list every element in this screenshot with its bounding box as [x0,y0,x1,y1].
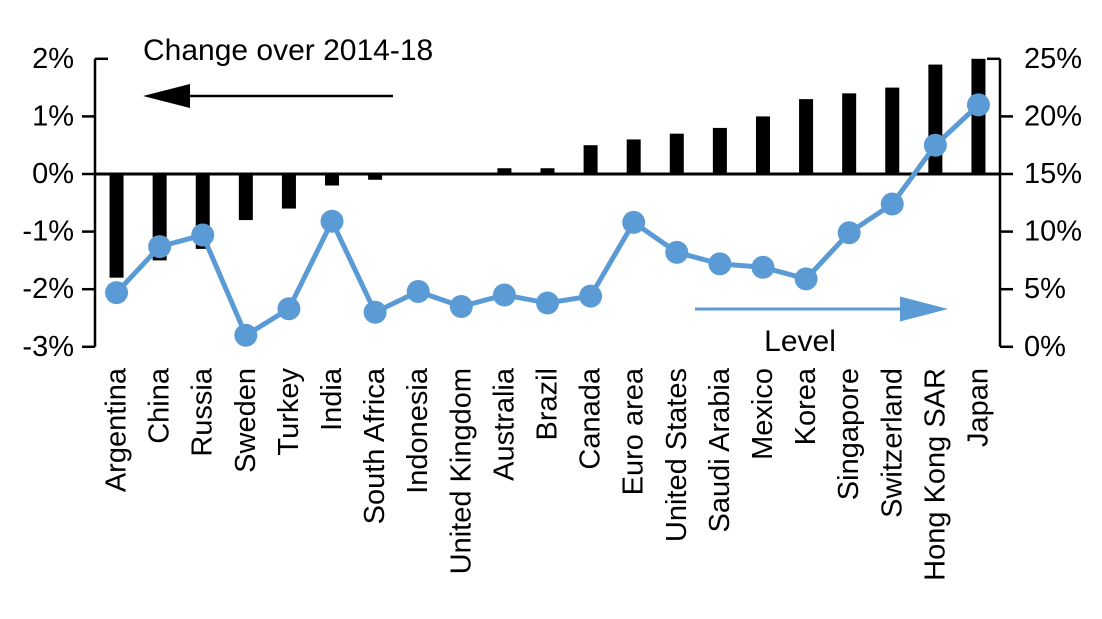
data-point [536,291,559,315]
category-label: Korea [790,367,822,445]
data-point [579,284,603,308]
category-label: Switzerland [876,368,908,518]
category-label: Australia [488,367,520,481]
bar [109,174,124,278]
category-label: Argentina [101,367,133,492]
category-label: Japan [962,368,994,447]
left-axis-tick-label: 0% [32,158,74,190]
category-label: Brazil [532,368,564,441]
category-label: United Kingdom [445,368,477,574]
bar-series-annotation: Change over 2014-18 [143,34,434,67]
category-label: Hong Kong SAR [919,368,951,581]
data-point [794,267,818,291]
bar [885,87,900,174]
bar [497,168,512,174]
data-point [665,240,689,264]
data-point [449,294,473,318]
bar [669,133,684,174]
right-axis-tick-label: 5% [1024,273,1066,305]
category-label: Turkey [273,368,305,456]
bar [755,116,770,174]
category-label: Saudi Arabia [704,367,736,532]
left-axis-tick-label: -2% [22,273,74,305]
left-axis-tick-label: 1% [32,100,74,132]
category-label: Euro area [618,367,650,495]
right-axis-tick-label: 0% [1024,331,1066,363]
data-point [234,323,258,347]
data-point [363,300,387,324]
category-label: China [144,367,176,444]
category-label: Mexico [747,368,779,460]
bar [583,145,598,174]
data-point [191,223,215,247]
data-point [492,283,516,307]
bar-series-arrow-head-icon [143,84,190,108]
bar [928,64,943,174]
bar [971,58,986,174]
category-label: Russia [187,367,219,457]
line-series-annotation: Level [764,325,836,358]
bar [626,139,641,174]
line-series-arrow-head-icon [900,296,948,322]
bar [842,93,857,174]
data-point [708,252,732,276]
data-point [751,255,775,279]
category-label: Singapore [833,368,865,500]
right-axis-tick-label: 15% [1024,158,1082,190]
category-label: South Africa [359,367,391,524]
data-point [880,192,904,216]
right-axis-tick-label: 25% [1024,43,1082,75]
data-point [320,209,344,233]
category-label: United States [661,368,693,542]
category-label: India [316,367,348,431]
left-axis-tick-label: 2% [32,43,74,75]
data-point [105,281,129,305]
data-point [966,93,990,117]
bar [325,174,340,186]
bar [368,174,383,180]
bar [712,127,727,174]
data-point [923,133,947,157]
left-axis-tick-label: -1% [22,216,74,248]
right-axis-tick-label: 10% [1024,216,1082,248]
category-label: Indonesia [402,367,434,494]
data-point [837,221,861,245]
data-point [622,210,646,234]
bar [540,168,555,174]
data-point [406,280,430,304]
left-axis-tick-label: -3% [22,331,74,363]
bar [281,174,296,209]
category-label: Canada [575,367,607,469]
data-point [277,297,301,321]
bar [238,174,253,221]
right-axis-tick-label: 20% [1024,100,1082,132]
category-label: Sweden [230,368,262,473]
data-point [148,235,172,259]
bar [799,99,814,174]
